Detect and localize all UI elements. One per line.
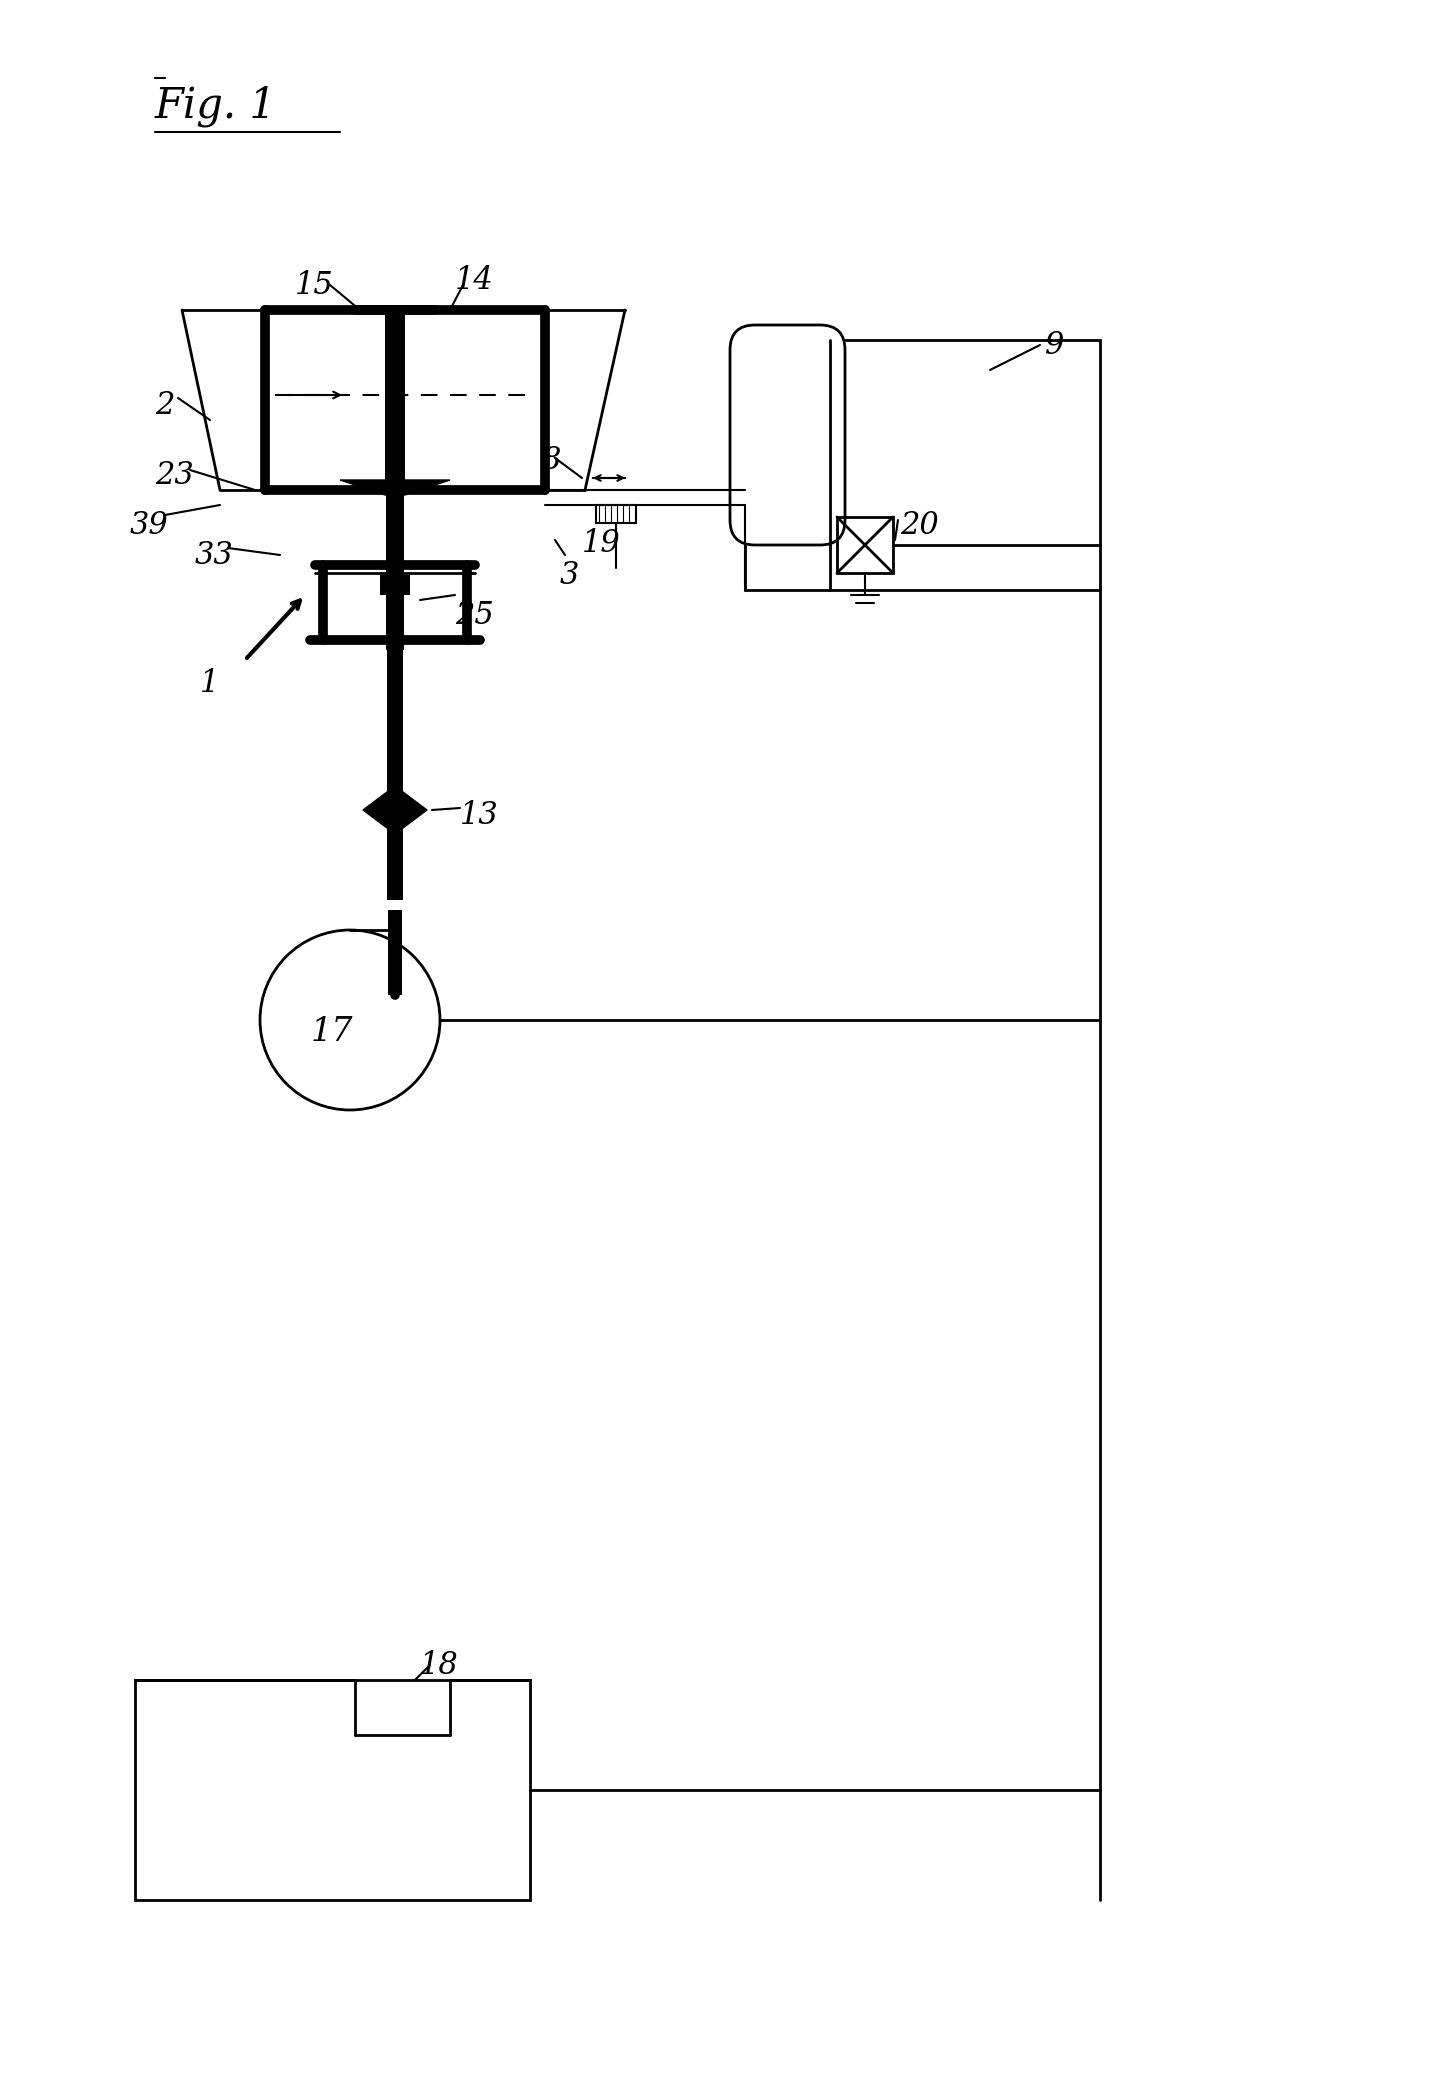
Bar [385, 491, 404, 649]
Text: 13: 13 [460, 800, 499, 831]
Text: 2: 2 [155, 390, 174, 422]
Bar [135, 1681, 531, 1900]
Bar [385, 305, 406, 495]
Bar [387, 641, 403, 900]
Polygon shape [362, 785, 427, 833]
Text: 17: 17 [311, 1017, 354, 1048]
Bar [388, 910, 403, 996]
Text: Fig. 1: Fig. 1 [155, 86, 278, 127]
Bar [380, 574, 410, 595]
Bar [595, 505, 636, 522]
Text: 25: 25 [454, 599, 493, 631]
Bar [745, 340, 1100, 591]
Text: 9: 9 [1045, 330, 1064, 361]
Text: 1: 1 [200, 668, 220, 699]
Text: 8: 8 [542, 445, 561, 476]
Text: 39: 39 [129, 509, 168, 541]
Text: 14: 14 [454, 265, 493, 296]
Text: 3: 3 [559, 560, 580, 591]
Text: 23: 23 [155, 459, 194, 491]
FancyBboxPatch shape [731, 326, 846, 545]
Text: 33: 33 [196, 541, 234, 570]
Text: 19: 19 [582, 528, 621, 560]
Text: 15: 15 [295, 269, 334, 301]
Text: 18: 18 [420, 1650, 459, 1681]
Polygon shape [339, 480, 450, 495]
Text: 20: 20 [900, 509, 939, 541]
Bar [837, 518, 893, 572]
